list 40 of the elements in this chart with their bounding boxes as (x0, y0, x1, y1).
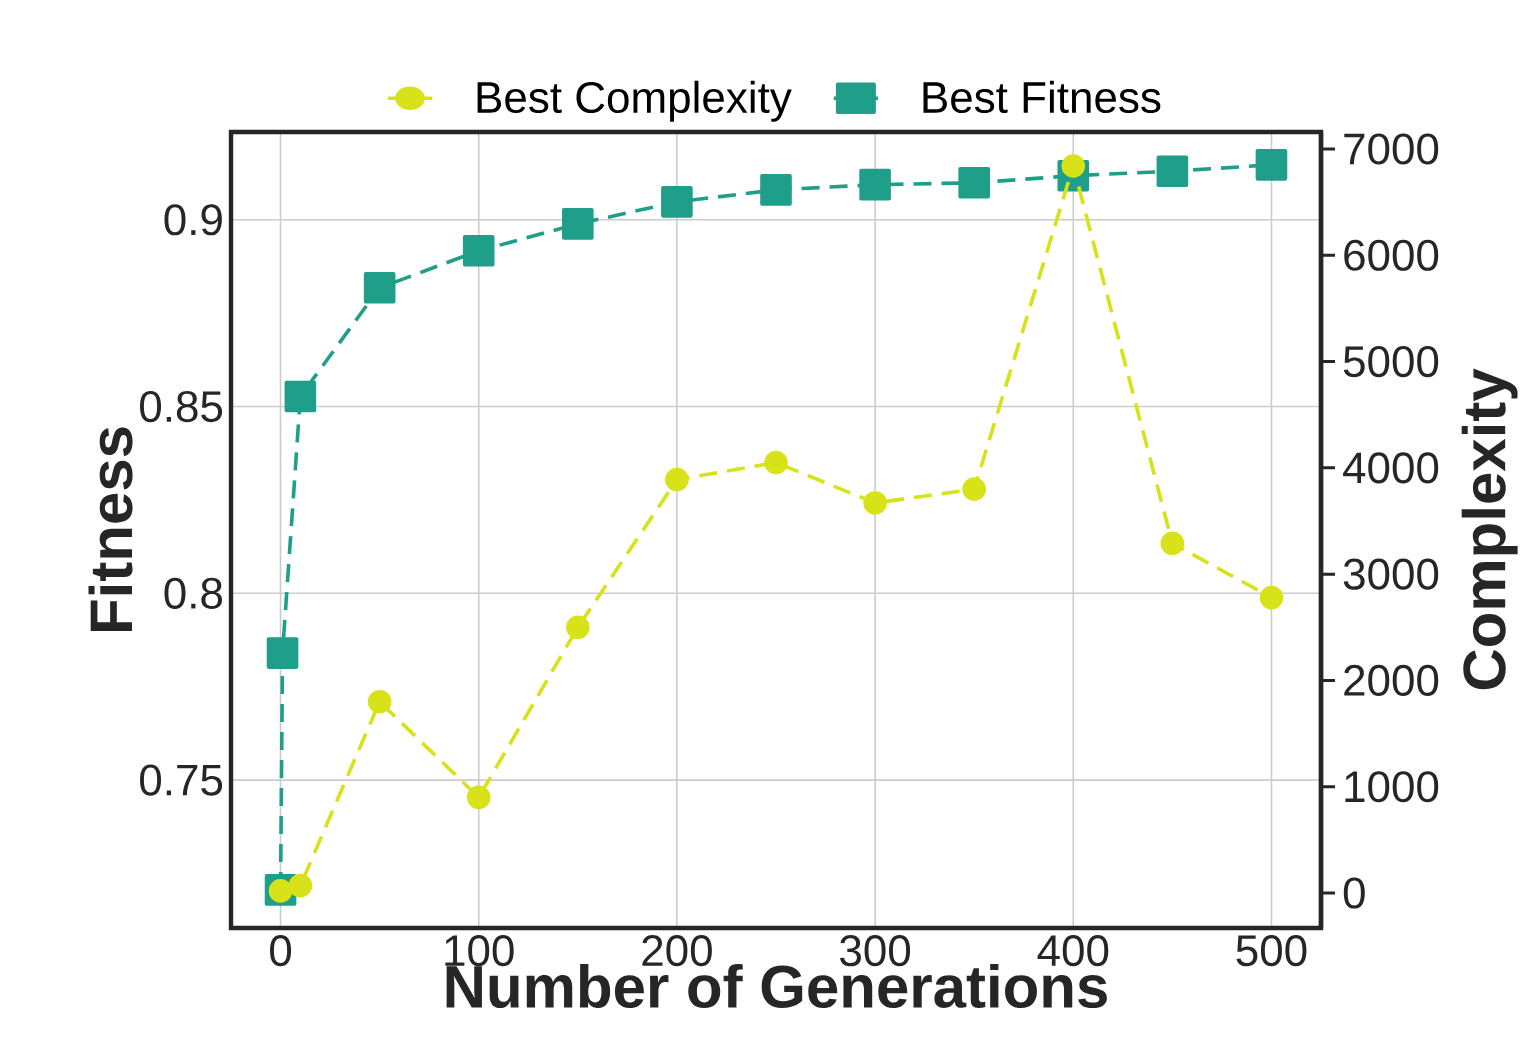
point (562, 208, 594, 240)
point (760, 174, 792, 206)
point (661, 186, 693, 218)
point (284, 380, 317, 413)
point (566, 615, 590, 640)
legend-label: Best Fitness (923, 80, 1161, 114)
legend-label: Best Complexity (477, 80, 792, 122)
y2-tick-label: 2000 (1344, 664, 1439, 697)
point (859, 168, 891, 201)
y-tick-label: 0.9 (164, 204, 222, 236)
y2-tick-label: 1000 (1345, 771, 1439, 803)
y-axis-title: Fitness (88, 427, 133, 632)
point (367, 689, 392, 714)
point (958, 167, 990, 199)
point (266, 637, 299, 669)
x-tick-label: 500 (1236, 935, 1307, 967)
y2-axis-title: Complexity (1461, 368, 1518, 690)
point (962, 477, 986, 501)
y2-tick-label: 6000 (1344, 239, 1439, 271)
y2-tick-label: 3000 (1343, 558, 1439, 590)
y2-tick-label: 5000 (1343, 345, 1439, 378)
y-tick-label: 0.85 (140, 390, 223, 423)
y2-tick-label: 0 (1343, 877, 1365, 909)
point (1156, 155, 1189, 188)
point (1259, 585, 1284, 610)
point (288, 873, 313, 898)
x-tick-label: 0 (270, 935, 292, 967)
point (863, 491, 887, 515)
point (1160, 531, 1185, 556)
point (665, 467, 689, 492)
point (1061, 154, 1086, 178)
point (764, 450, 788, 475)
point (363, 271, 396, 304)
y2-tick-label: 7000 (1344, 133, 1439, 165)
point (466, 785, 491, 810)
y-tick-label: 0.75 (140, 764, 223, 796)
point (462, 234, 495, 267)
point (1255, 149, 1288, 181)
y2-tick-label: 4000 (1343, 452, 1439, 484)
y-tick-label: 0.8 (164, 577, 223, 609)
